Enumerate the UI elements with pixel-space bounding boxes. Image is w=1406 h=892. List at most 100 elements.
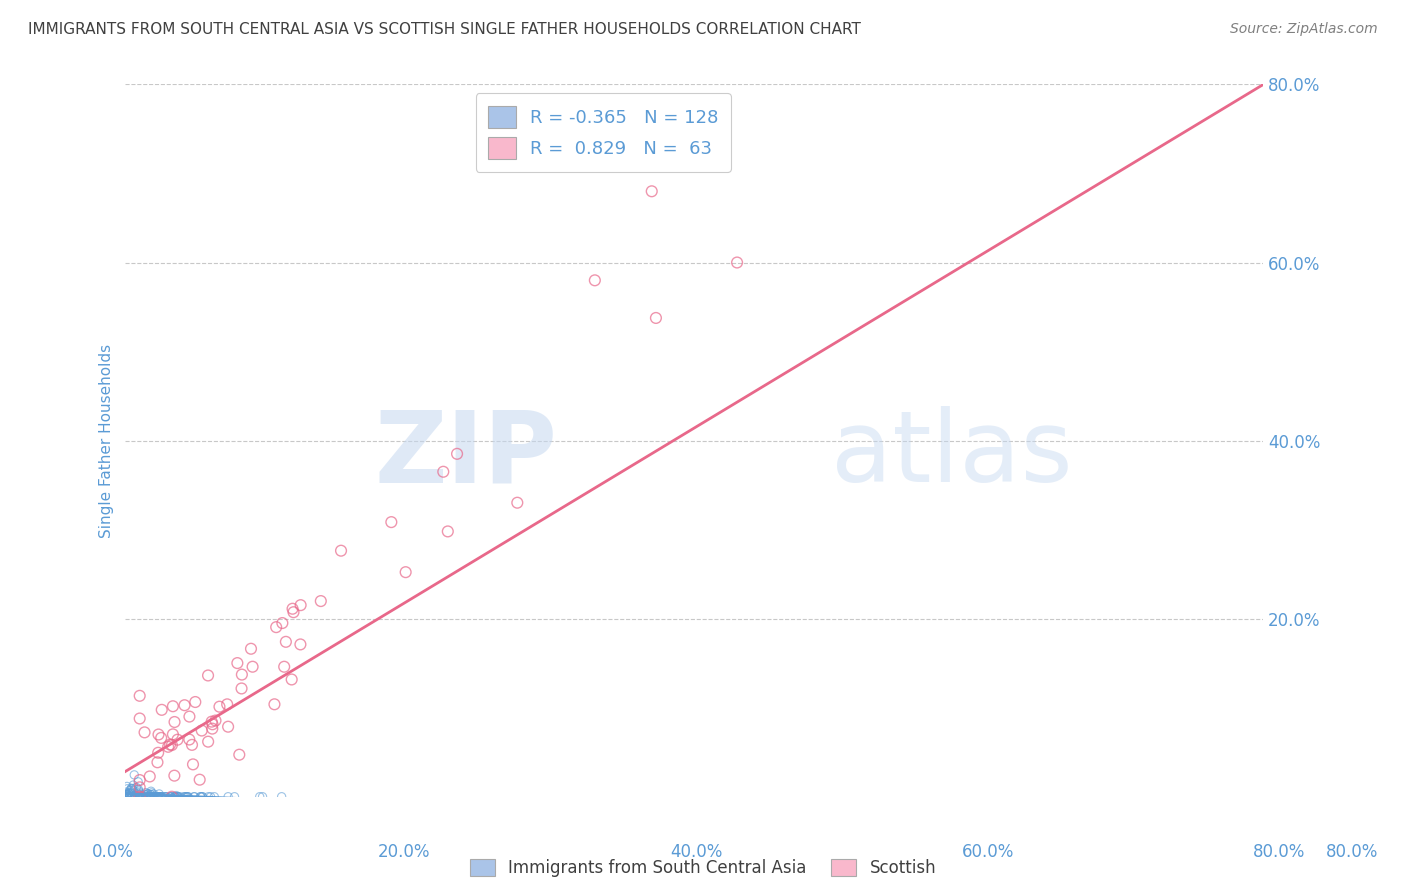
Point: [159, 738, 181, 752]
Point: [231, 667, 253, 681]
Point: [120, 781, 142, 796]
Point: [115, 788, 138, 802]
Point: [124, 789, 146, 804]
Point: [190, 789, 212, 804]
Point: [183, 789, 205, 804]
Point: [122, 778, 145, 792]
Point: [252, 789, 274, 804]
Point: [139, 788, 162, 802]
Point: [121, 789, 143, 804]
Point: [380, 515, 402, 529]
Point: [160, 789, 183, 804]
Point: [191, 789, 214, 804]
Point: [169, 789, 191, 804]
Point: [290, 637, 312, 651]
Point: [155, 789, 177, 804]
Point: [139, 784, 162, 798]
Point: [146, 789, 169, 804]
Point: [395, 565, 418, 579]
Point: [432, 465, 454, 479]
Point: [121, 789, 143, 804]
Point: [217, 789, 239, 804]
Point: [190, 723, 212, 738]
Point: [201, 714, 224, 729]
Point: [197, 668, 219, 682]
Point: [141, 786, 163, 800]
Point: [197, 734, 219, 748]
Point: [149, 789, 172, 804]
Point: [115, 788, 138, 802]
Point: [146, 746, 169, 760]
Point: [135, 786, 157, 800]
Point: [136, 787, 159, 801]
Point: [217, 720, 239, 734]
Point: [127, 788, 149, 802]
Point: [150, 789, 173, 804]
Point: [181, 738, 204, 752]
Point: [131, 789, 153, 804]
Point: [176, 789, 198, 804]
Point: [228, 747, 250, 762]
Point: [263, 698, 285, 712]
Point: [231, 681, 253, 696]
Point: [139, 789, 162, 804]
Point: [446, 447, 468, 461]
Point: [125, 789, 148, 804]
Y-axis label: Single Father Households: Single Father Households: [100, 343, 114, 538]
Point: [118, 786, 141, 800]
Point: [201, 722, 224, 736]
Point: [162, 727, 184, 741]
Point: [188, 772, 211, 787]
Point: [131, 789, 153, 804]
Point: [115, 789, 138, 804]
Point: [135, 789, 157, 804]
Point: [139, 789, 162, 804]
Point: [204, 714, 226, 728]
Point: [159, 789, 181, 804]
Point: [167, 789, 190, 804]
Point: [165, 789, 187, 804]
Point: [152, 789, 174, 804]
Point: [160, 789, 183, 804]
Point: [163, 769, 186, 783]
Point: [146, 789, 169, 804]
Text: atlas: atlas: [831, 407, 1073, 503]
Point: [226, 656, 249, 670]
Point: [118, 787, 141, 801]
Point: [157, 739, 180, 754]
Point: [121, 787, 143, 801]
Point: [281, 601, 304, 615]
Point: [146, 789, 169, 804]
Text: 60.0%: 60.0%: [962, 843, 1014, 861]
Point: [129, 789, 152, 804]
Point: [125, 780, 148, 795]
Point: [127, 789, 149, 804]
Point: [138, 789, 160, 804]
Point: [224, 789, 246, 804]
Point: [174, 789, 197, 804]
Point: [146, 789, 169, 804]
Point: [118, 787, 141, 801]
Point: [141, 789, 163, 804]
Point: [183, 789, 205, 804]
Point: [271, 615, 294, 630]
Point: [645, 310, 668, 325]
Point: [143, 789, 166, 804]
Point: [162, 699, 184, 714]
Point: [240, 641, 263, 656]
Point: [280, 673, 302, 687]
Point: [127, 789, 149, 803]
Point: [330, 543, 353, 558]
Point: [159, 789, 181, 804]
Text: Source: ZipAtlas.com: Source: ZipAtlas.com: [1230, 22, 1378, 37]
Point: [208, 699, 231, 714]
Text: 40.0%: 40.0%: [669, 843, 723, 861]
Point: [149, 789, 172, 804]
Legend: Immigrants from South Central Asia, Scottish: Immigrants from South Central Asia, Scot…: [463, 852, 943, 884]
Text: 20.0%: 20.0%: [378, 843, 430, 861]
Point: [506, 496, 529, 510]
Point: [150, 731, 173, 745]
Text: IMMIGRANTS FROM SOUTH CENTRAL ASIA VS SCOTTISH SINGLE FATHER HOUSEHOLDS CORRELAT: IMMIGRANTS FROM SOUTH CENTRAL ASIA VS SC…: [28, 22, 860, 37]
Point: [128, 788, 150, 802]
Point: [131, 789, 153, 804]
